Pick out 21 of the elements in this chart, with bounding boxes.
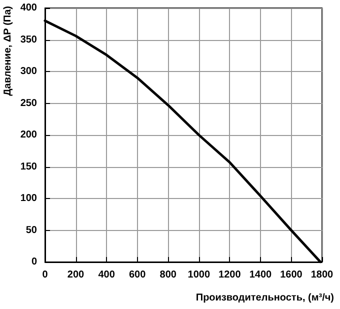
x-tick-label: 400: [98, 270, 116, 280]
y-tick-label: 150: [20, 161, 38, 172]
y-tick-label: 0: [31, 256, 38, 268]
y-tick-label: 350: [20, 34, 38, 46]
y-tick-label: 400: [20, 2, 38, 14]
y-tick-label: 100: [20, 193, 38, 204]
x-tick-label: 1400: [249, 270, 272, 280]
x-tick-label: 1800: [310, 270, 334, 280]
x-tick-label: 0: [42, 270, 48, 280]
x-tick-label: 1000: [188, 270, 210, 280]
x-tick-label: 1200: [218, 270, 242, 280]
y-tick-label: 250: [20, 98, 38, 109]
x-axis-title: Производительность, (м³/ч): [196, 292, 334, 304]
y-tick-label: 50: [26, 224, 38, 236]
y-axis-title: Давление, ΔР (Па): [2, 6, 14, 96]
y-tick-label: 300: [20, 66, 38, 77]
x-tick-label: 800: [160, 270, 177, 280]
x-tick-label: 1600: [280, 270, 303, 280]
x-tick-label: 200: [67, 270, 85, 280]
y-tick-label: 200: [20, 130, 38, 140]
x-tick-label: 600: [128, 270, 146, 280]
